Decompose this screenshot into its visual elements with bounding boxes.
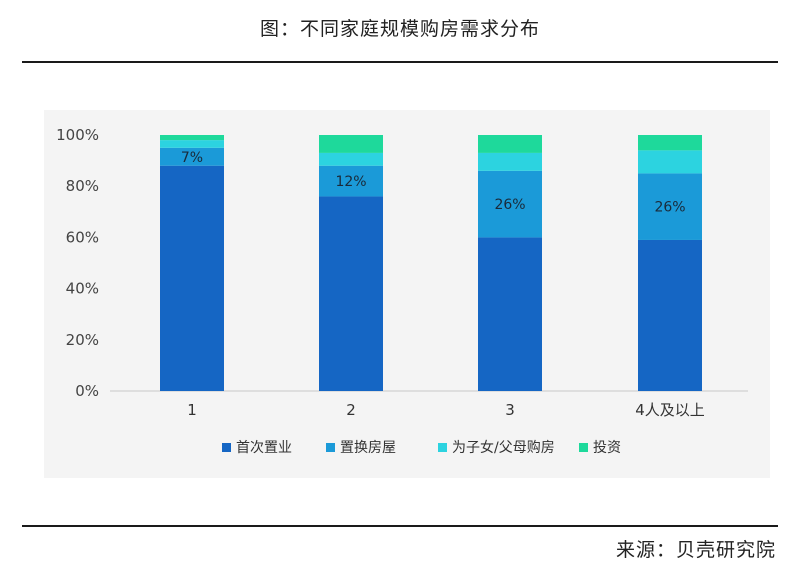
chart-title: 图：不同家庭规模购房需求分布 (259, 18, 540, 40)
legend-swatch (579, 443, 588, 452)
bar-segment (478, 170, 542, 238)
y-tick-label: 0% (75, 382, 99, 400)
data-label: 26% (654, 200, 685, 216)
legend-swatch (438, 443, 447, 452)
bottom-divider (22, 525, 778, 527)
y-tick-label: 100% (56, 126, 99, 144)
data-label: 7% (181, 150, 203, 166)
legend-label: 为子女/父母购房 (452, 439, 555, 456)
bar-segment (319, 135, 383, 153)
bar-segment (478, 237, 542, 391)
bar-segment (478, 135, 542, 153)
bar-segment (478, 152, 542, 171)
x-tick-label: 3 (505, 401, 515, 419)
x-tick-label: 1 (187, 401, 197, 419)
stacked-bar-chart: 0% 20% 40% 60% 80% 100% 1 2 3 4人及以上 7% 12% 26% 26% 首次置… (56, 126, 748, 456)
x-tick-label: 2 (346, 401, 356, 419)
bar-segment (160, 165, 224, 391)
top-divider (22, 61, 778, 63)
legend-label: 首次置业 (236, 440, 292, 456)
data-label: 12% (335, 174, 366, 190)
bar-segment (638, 135, 702, 151)
legend-swatch (326, 443, 335, 452)
bar-segment (638, 239, 702, 391)
bar-segment (638, 173, 702, 240)
bar-segment (160, 147, 224, 166)
bar-segment (319, 165, 383, 197)
bar-segment (319, 152, 383, 166)
legend-label: 投资 (593, 440, 621, 456)
bar-segment (160, 140, 224, 148)
x-tick-label: 4人及以上 (635, 401, 705, 419)
y-tick-label: 20% (66, 331, 99, 349)
y-tick-label: 40% (66, 280, 99, 298)
y-tick-label: 60% (66, 228, 99, 246)
legend-label: 置换房屋 (340, 439, 396, 456)
chart-panel: 0% 20% 40% 60% 80% 100% 1 2 3 4人及以上 7% 12% 26% 26% 首次置… (44, 110, 770, 478)
source-note: 来源：贝壳研究院 (615, 539, 776, 561)
data-label: 26% (494, 197, 525, 213)
bar-segment (638, 150, 702, 174)
bar-segment (160, 135, 224, 141)
bar-segment (319, 196, 383, 391)
legend-swatch (222, 443, 231, 452)
y-tick-label: 80% (66, 177, 99, 195)
